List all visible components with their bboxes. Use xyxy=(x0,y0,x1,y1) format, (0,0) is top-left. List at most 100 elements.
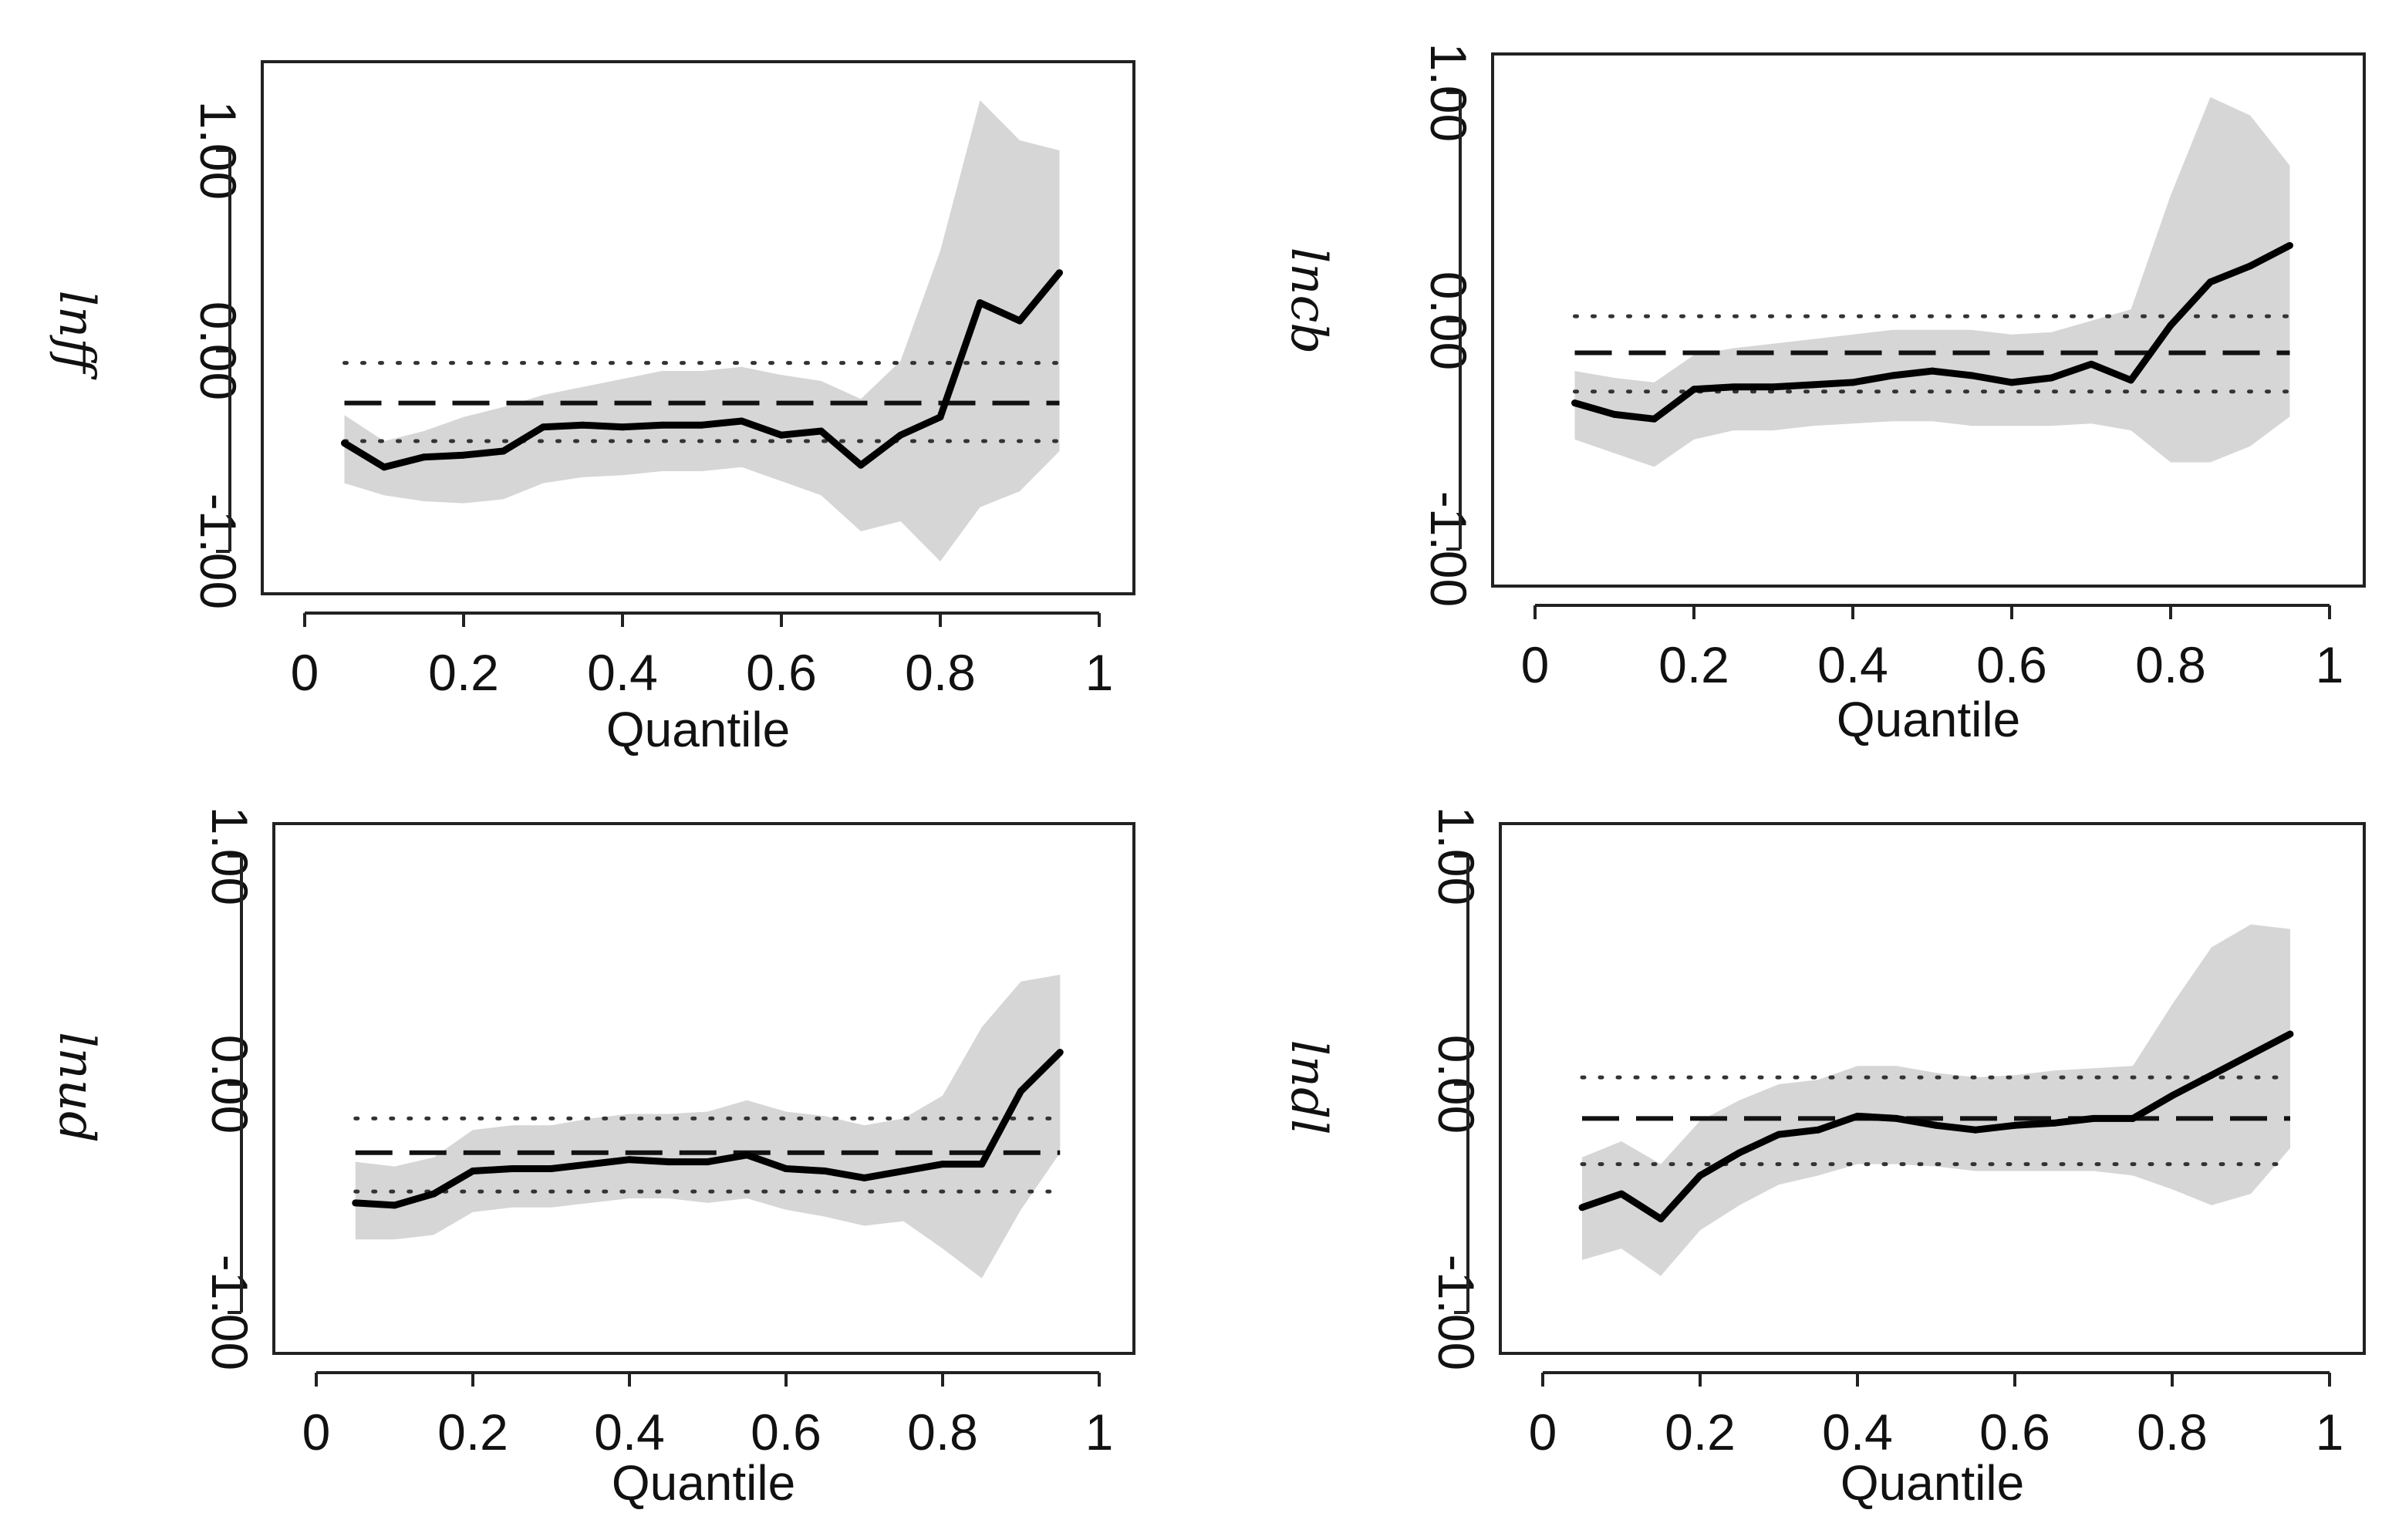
y-tick-label: 0.00 xyxy=(201,1035,258,1134)
quantile-point xyxy=(430,1190,437,1198)
y-axis-label: lnff xyxy=(48,290,105,380)
quantile-point xyxy=(460,451,467,459)
panel-lnud: 0 0.2 0.4 0.6 0.8 1 -1.00 0.00 1.00 lnud Quantil… xyxy=(48,807,1135,1511)
quantile-point xyxy=(1571,399,1578,407)
x-axis-label: Quantile xyxy=(1837,692,2020,747)
quantile-point xyxy=(2048,374,2055,382)
quantile-point xyxy=(548,1165,555,1173)
x-axis-label: Quantile xyxy=(612,1455,795,1511)
y-tick-label: 1.00 xyxy=(201,807,258,905)
y-tick-label: -1.00 xyxy=(201,1255,258,1370)
y-tick-label: 1.00 xyxy=(1420,43,1477,142)
x-tick-label: 0.8 xyxy=(2137,1404,2208,1461)
quantile-point xyxy=(1016,317,1024,325)
x-tick-label: 0.8 xyxy=(907,1404,978,1461)
quantile-point xyxy=(1775,1131,1783,1138)
quantile-point xyxy=(1657,1215,1665,1223)
y-tick-label: 1.00 xyxy=(1428,807,1485,905)
quantile-point xyxy=(1651,415,1658,423)
quantile-point xyxy=(420,453,427,461)
y-tick-label: -1.00 xyxy=(1420,491,1477,607)
quantile-point xyxy=(665,1158,673,1166)
quantile-point xyxy=(2129,1114,2137,1122)
confidence-band xyxy=(1574,96,2290,467)
quantile-point xyxy=(1893,1114,1901,1122)
quantile-point xyxy=(1611,410,1618,418)
x-tick-label: 0.4 xyxy=(1822,1404,1893,1461)
panel-lnff: 0 0.2 0.4 0.6 0.8 1 -1.00 0.00 1.00 lnff Quantil… xyxy=(48,60,1135,757)
confidence-band xyxy=(355,974,1061,1279)
y-tick-label: -1.00 xyxy=(190,494,247,609)
quantile-point xyxy=(626,1156,633,1164)
quantile-point xyxy=(619,423,626,431)
quantile-point xyxy=(978,1161,986,1168)
quantile-point xyxy=(1972,1126,1979,1134)
x-tick-label: 0 xyxy=(302,1404,331,1461)
quantile-point xyxy=(1889,372,1896,379)
quantile-point xyxy=(822,1167,829,1174)
quantile-point xyxy=(738,417,745,425)
quantile-point xyxy=(352,1199,359,1207)
quantile-point xyxy=(341,440,348,447)
quantile-point xyxy=(1696,1171,1704,1179)
quantile-point xyxy=(698,421,706,429)
quantile-point xyxy=(857,461,865,469)
quantile-point xyxy=(1618,1190,1625,1198)
plot-area: 0 0.2 0.4 0.6 0.8 1 -1.00 0.00 1.00 xyxy=(201,807,1135,1461)
plot-area: 0 0.2 0.4 0.6 0.8 1 -1.00 0.00 1.00 xyxy=(1428,807,2366,1461)
quantile-point xyxy=(2008,379,2016,386)
quantile-point xyxy=(1810,381,1817,389)
plot-frame xyxy=(1499,822,2366,1355)
y-axis-label: lnud xyxy=(48,1032,105,1143)
quantile-point xyxy=(380,463,388,471)
x-tick-label: 0 xyxy=(1521,636,1550,693)
quantile-point xyxy=(704,1158,711,1166)
plot-frame xyxy=(261,60,1135,595)
confidence-band xyxy=(344,100,1060,561)
quantile-point xyxy=(586,1161,594,1168)
quantile-point xyxy=(2127,376,2134,384)
quantile-point xyxy=(1849,379,1857,386)
quantile-point xyxy=(2247,1051,2255,1059)
x-tick-label: 0.4 xyxy=(594,1404,665,1461)
quantile-point xyxy=(1932,1121,1940,1129)
y-axis-label: lndl xyxy=(1280,1040,1337,1134)
x-tick-label: 0.6 xyxy=(1976,636,2047,693)
quantile-point xyxy=(778,431,785,439)
quantile-point xyxy=(508,1165,516,1173)
quantile-point xyxy=(861,1174,868,1181)
quantile-point xyxy=(2011,1121,2019,1129)
y-tick-label: 0.00 xyxy=(1420,271,1477,370)
quantile-point xyxy=(579,421,586,429)
quantile-point xyxy=(2050,1119,2058,1127)
x-tick-label: 0.2 xyxy=(1658,636,1729,693)
x-tick-label: 0.2 xyxy=(1665,1404,1736,1461)
quantile-point xyxy=(977,299,984,307)
quantile-point xyxy=(818,427,825,435)
x-tick-label: 0.4 xyxy=(587,644,658,701)
quantile-point xyxy=(469,1167,477,1174)
x-tick-label: 0.2 xyxy=(428,644,499,701)
x-tick-label: 0.6 xyxy=(751,1404,822,1461)
quantile-point xyxy=(897,431,904,439)
quantile-point xyxy=(500,447,507,455)
quantile-point xyxy=(1017,1087,1024,1095)
quantile-point xyxy=(539,423,547,431)
x-axis-label: Quantile xyxy=(606,702,790,757)
x-tick-label: 0 xyxy=(291,644,319,701)
quantile-point xyxy=(2090,1114,2097,1122)
y-tick-label: -1.00 xyxy=(1428,1255,1485,1370)
y-tick-label: 0.00 xyxy=(1428,1035,1485,1134)
plot-area: 0 0.2 0.4 0.6 0.8 1 -1.00 0.00 1.00 xyxy=(1420,43,2366,693)
x-tick-label: 1 xyxy=(1085,644,1114,701)
x-tick-label: 1 xyxy=(1085,1404,1114,1461)
panel-lndl: 0 0.2 0.4 0.6 0.8 1 -1.00 0.00 1.00 lndl Quantil… xyxy=(1280,807,2366,1511)
y-tick-label: 0.00 xyxy=(190,302,247,400)
quantile-point xyxy=(743,1151,751,1159)
x-tick-label: 0.6 xyxy=(746,644,817,701)
x-axis-label: Quantile xyxy=(1840,1455,2024,1511)
x-tick-label: 0.4 xyxy=(1817,636,1888,693)
quantile-point xyxy=(939,1161,946,1168)
quantile-point xyxy=(2208,1071,2215,1079)
